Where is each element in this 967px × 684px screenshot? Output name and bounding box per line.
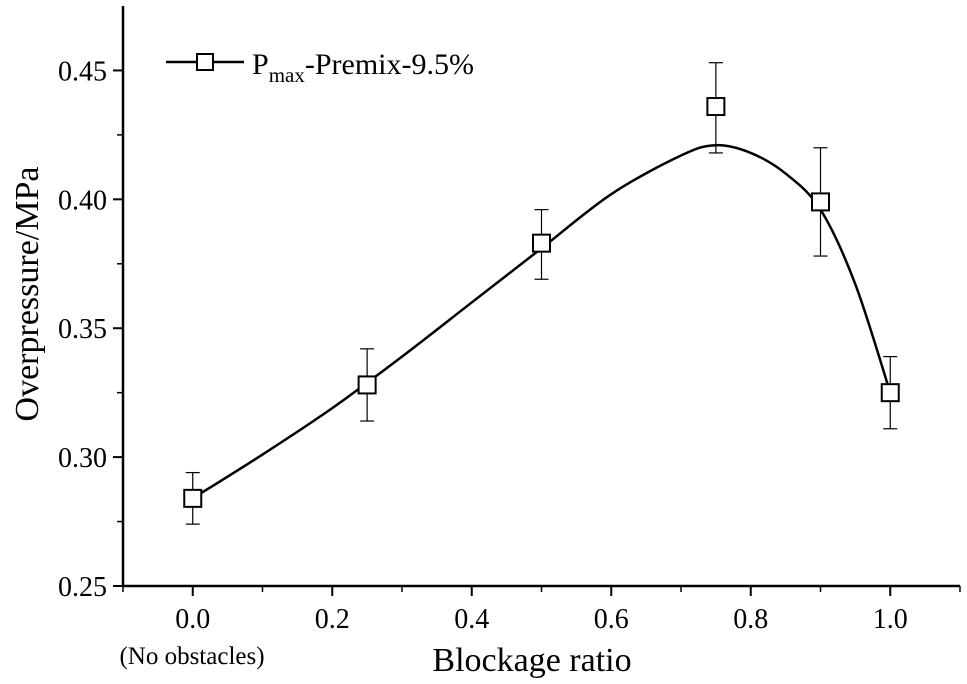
- data-point-marker: [357, 375, 377, 395]
- x-tick-label: 0.2: [315, 604, 350, 635]
- x-tick-label: 0.6: [594, 604, 629, 635]
- legend-label: Pmax-Premix-9.5%: [252, 48, 474, 87]
- legend-label-rest: -Premix-9.5%: [305, 48, 474, 81]
- series-fit-line: [192, 143, 892, 500]
- x-tick-label: 0.8: [733, 604, 768, 635]
- legend: Pmax-Premix-9.5%: [166, 48, 474, 87]
- y-tick-label: 0.45: [58, 56, 107, 87]
- y-tick-label: 0.30: [58, 443, 107, 474]
- ticks: 0.0 0.2 0.4 0.6 0.8 1.0 0.25 0.30 0.35 0.40 0.45: [58, 56, 961, 635]
- x-tick-label: 1.0: [873, 604, 908, 635]
- y-axis-title: Overpressure/MPa: [9, 167, 46, 422]
- data-point-marker: [532, 233, 551, 253]
- legend-label-sub: max: [269, 63, 306, 87]
- y-tick-label: 0.35: [58, 314, 107, 345]
- data-point-marker: [183, 488, 203, 508]
- data-point-marker: [706, 97, 726, 117]
- series-layer: [183, 62, 900, 525]
- x-tick-label: 0.0: [175, 604, 210, 635]
- legend-label-main: P: [252, 48, 269, 81]
- x-axis-title: Blockage ratio: [432, 642, 631, 679]
- y-tick-label: 0.40: [58, 185, 107, 216]
- axes: [121, 6, 960, 588]
- x-axis-note: (No obstacles): [119, 643, 264, 670]
- legend-marker: [196, 53, 214, 71]
- y-tick-label: 0.25: [58, 572, 107, 603]
- x-tick-label: 0.4: [454, 604, 489, 635]
- data-point-marker: [880, 383, 900, 403]
- data-point-marker: [811, 192, 830, 212]
